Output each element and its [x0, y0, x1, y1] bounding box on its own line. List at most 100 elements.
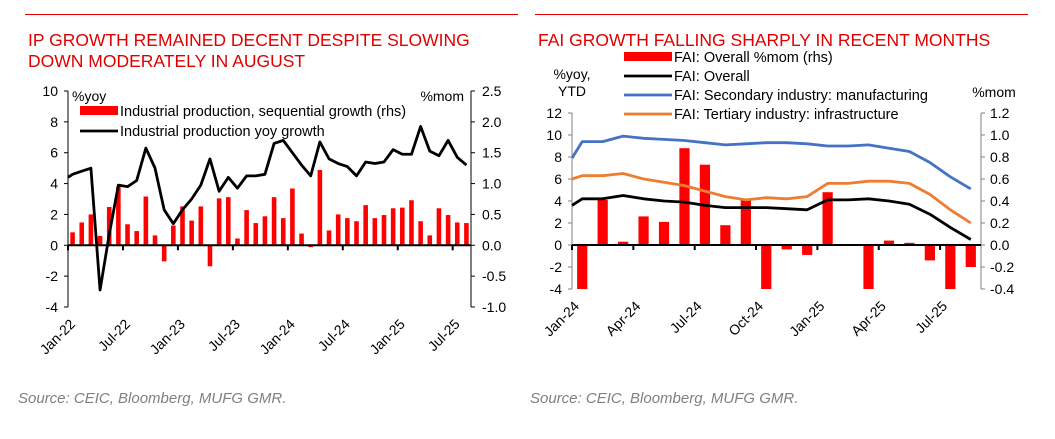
- bar-Mar-23: [198, 206, 204, 246]
- left-y-tick-label: 2: [554, 215, 562, 231]
- bar-Jul-25: [945, 245, 956, 289]
- bar-Apr-22: [97, 236, 103, 246]
- bar-May-23: [216, 198, 222, 246]
- bar-Jan-24: [290, 188, 295, 246]
- x-tick-label: Jan-24: [541, 298, 583, 340]
- right-y-tick-label: 1.0: [482, 176, 502, 192]
- bar-Sep-22: [143, 196, 149, 246]
- bar-Aug-23: [244, 210, 249, 246]
- bar-Oct-22: [152, 235, 158, 246]
- x-tick-label: Jan-25: [786, 298, 828, 340]
- bar-Jan-25: [400, 207, 405, 246]
- right-y-tick-label: 2.5: [482, 83, 502, 99]
- right-y-tick-label: -0.5: [482, 268, 506, 284]
- bar-Apr-24: [317, 169, 323, 246]
- bar-Aug-22: [134, 231, 139, 246]
- bar-Mar-24: [618, 241, 629, 245]
- legend-swatch-bar: [624, 52, 672, 61]
- right-y-tick-label: -0.4: [990, 281, 1014, 297]
- bar-Jul-22: [125, 224, 130, 246]
- bar-Apr-24: [638, 216, 649, 245]
- bar-Feb-24: [597, 199, 608, 245]
- bar-Aug-24: [720, 225, 731, 245]
- bar-Sep-24: [740, 199, 751, 245]
- legend-label: FAI: Overall %mom (rhs): [674, 50, 833, 66]
- bar-Apr-23: [207, 245, 213, 267]
- bar-Dec-24: [390, 208, 396, 246]
- right-y-tick-label: 0.6: [990, 171, 1010, 187]
- left-axis-unit-label-line2: YTD: [558, 83, 586, 99]
- bar-Dec-22: [171, 225, 176, 246]
- bar-Feb-24: [299, 233, 304, 246]
- x-tick-label: Jul-24: [667, 298, 705, 336]
- bar-Nov-22: [161, 245, 167, 262]
- bar-Mar-22: [88, 214, 94, 246]
- right-y-tick-label: -0.2: [990, 259, 1014, 275]
- right-chart-title: FAI GROWTH FALLING SHARPLY IN RECENT MON…: [538, 30, 991, 50]
- left-y-tick-label: 2: [50, 206, 58, 222]
- left-y-tick-label: 8: [554, 149, 562, 165]
- left-y-tick-label: 12: [546, 105, 562, 121]
- left-y-tick-label: -4: [550, 281, 563, 297]
- bar-Mar-25: [863, 245, 874, 289]
- bar-Jun-23: [225, 197, 231, 246]
- right-y-tick-label: 1.5: [482, 145, 502, 161]
- right-y-tick-label: 0.2: [990, 215, 1010, 231]
- left-y-tick-label: -2: [46, 268, 59, 284]
- line-fai-secondary-industry-manufacturing: [570, 134, 972, 191]
- bar-Jun-25: [445, 215, 451, 246]
- bar-Oct-23: [262, 216, 268, 246]
- left-chart-title-line1: IP GROWTH REMAINED DECENT DESPITE SLOWIN…: [28, 30, 470, 50]
- bar-Aug-24: [354, 221, 359, 246]
- x-tick-label: Apr-24: [602, 298, 643, 339]
- legend-label: FAI: Overall: [674, 69, 750, 85]
- left-y-tick-label: 4: [50, 176, 58, 192]
- right-y-tick-label: 1.2: [990, 105, 1010, 121]
- left-y-tick-label: 0: [50, 237, 58, 253]
- bar-May-25: [436, 208, 442, 246]
- bar-Oct-24: [372, 218, 378, 246]
- bar-Jun-22: [116, 186, 121, 246]
- bar-Jul-24: [345, 218, 350, 246]
- bar-Jan-25: [822, 192, 833, 245]
- bar-Jan-22: [70, 232, 75, 246]
- bar-Nov-23: [271, 197, 277, 246]
- legend-label: Industrial production yoy growth: [120, 124, 325, 140]
- left-top-rule: [25, 14, 518, 15]
- right-axis-unit-label: %mom: [972, 84, 1016, 100]
- right-y-tick-label: 0.0: [482, 237, 502, 253]
- bar-Jul-25: [454, 222, 460, 246]
- legend-label: Industrial production, sequential growth…: [120, 104, 406, 120]
- right-y-tick-label: 0.8: [990, 149, 1010, 165]
- left-y-tick-label: -4: [46, 299, 59, 315]
- left-y-tick-label: 6: [50, 145, 58, 161]
- right-y-tick-label: 0.0: [990, 237, 1010, 253]
- left-y-tick-label: 6: [554, 171, 562, 187]
- right-y-tick-label: 2.0: [482, 114, 502, 130]
- right-axis-unit-label: %mom: [420, 88, 464, 104]
- bar-Oct-24: [761, 245, 772, 289]
- bar-Aug-25: [965, 245, 976, 267]
- right-source-note: Source: CEIC, Bloomberg, MUFG GMR.: [530, 390, 799, 407]
- bar-May-24: [326, 230, 332, 246]
- left-y-tick-label: 0: [554, 237, 562, 253]
- left-axis-unit-label-line1: %yoy,: [553, 66, 590, 82]
- left-source-note: Source: CEIC, Bloomberg, MUFG GMR.: [18, 390, 287, 407]
- right-y-tick-label: 0.4: [990, 193, 1010, 209]
- left-y-tick-label: 10: [546, 127, 562, 143]
- bar-Apr-25: [427, 235, 433, 246]
- left-y-tick-label: 4: [554, 193, 562, 209]
- bar-Aug-25: [464, 223, 469, 246]
- bar-Jun-24: [679, 148, 690, 245]
- legend-label: FAI: Tertiary industry: infrastructure: [674, 107, 899, 123]
- bar-Jan-24: [577, 245, 588, 289]
- bar-May-24: [658, 221, 670, 245]
- left-y-tick-label: 8: [50, 114, 58, 130]
- left-axis-unit-label: %yoy: [72, 88, 106, 104]
- bar-Mar-25: [418, 221, 423, 246]
- bar-Nov-24: [381, 215, 387, 246]
- bar-May-25: [904, 242, 915, 245]
- bar-Feb-25: [409, 200, 414, 246]
